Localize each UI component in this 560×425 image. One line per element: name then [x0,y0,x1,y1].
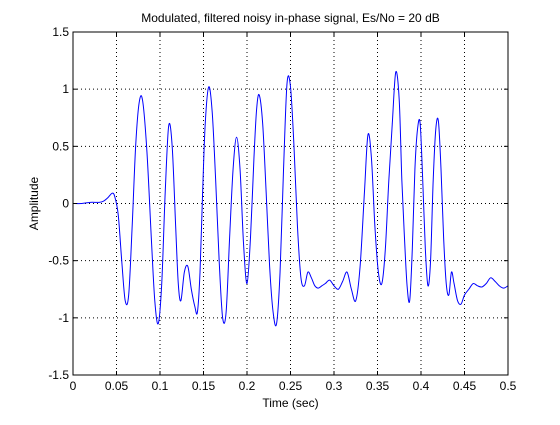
chart-title: Modulated, filtered noisy in-phase signa… [141,11,440,25]
x-tick-label: 0.2 [239,379,256,393]
series-line [72,70,509,327]
y-tick-label: -1.5 [48,368,69,382]
plot-line-layer [72,70,509,327]
x-tick-label: 0.4 [413,379,430,393]
x-tick-label: 0.5 [500,379,517,393]
x-tick-label: 0.1 [152,379,169,393]
x-tick-label: 0.45 [453,379,477,393]
x-tick-label: 0.35 [366,379,390,393]
y-tick-label: 1.5 [52,25,69,39]
y-tick-label: -0.5 [48,254,69,268]
y-axis-label: Amplitude [27,177,41,231]
grid-layer [73,32,508,375]
y-tick-label: -1 [58,311,69,325]
x-tick-label: 0.25 [279,379,303,393]
x-tick-label: 0.15 [192,379,216,393]
y-tick-label: 0.5 [52,139,69,153]
x-tick-label: 0.3 [326,379,343,393]
x-tick-label: 0.05 [105,379,129,393]
tick-layer: 0 0.05 0.1 0.15 0.2 0.25 0.3 0.35 0.4 0.45 0.5 -1.5… [48,25,516,393]
y-tick-label: 0 [62,197,69,211]
y-tick-label: 1 [62,82,69,96]
x-tick-label: 0 [70,379,77,393]
x-axis-label: Time (sec) [262,396,318,410]
